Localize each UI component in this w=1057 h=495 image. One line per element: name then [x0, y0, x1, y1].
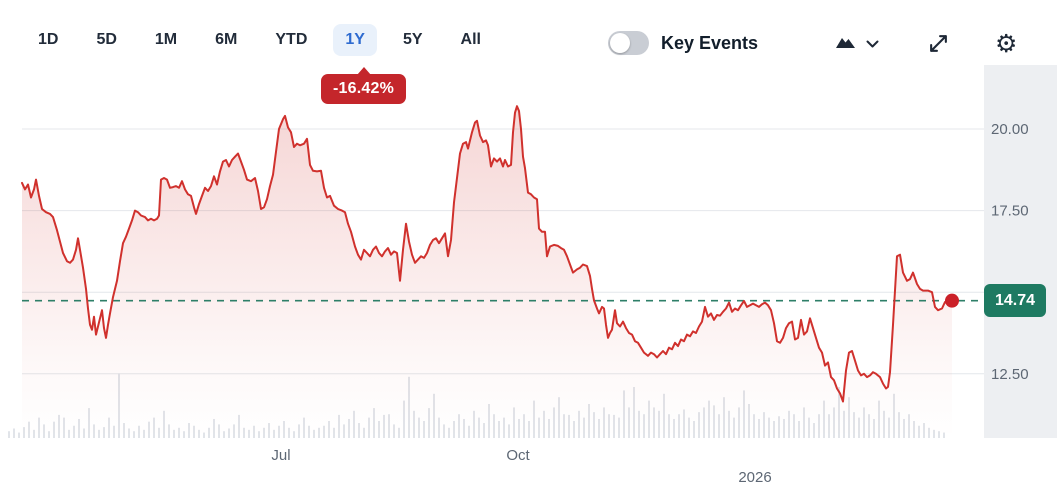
- y-axis-label: 20.00: [991, 121, 1029, 138]
- chevron-down-icon: [866, 40, 879, 48]
- expand-icon: [930, 35, 947, 52]
- settings-button[interactable]: ⚙: [995, 31, 1017, 56]
- expand-button[interactable]: [928, 33, 949, 54]
- mountain-chart-icon: [836, 38, 855, 48]
- tab-5y[interactable]: 5Y: [391, 24, 435, 56]
- tab-all[interactable]: All: [449, 24, 493, 56]
- volume-bar: [13, 428, 15, 438]
- key-events-label: Key Events: [661, 33, 759, 53]
- price-area-fill: [22, 106, 952, 438]
- gear-icon: ⚙: [995, 29, 1018, 58]
- x-axis-label: Oct: [506, 447, 530, 464]
- y-axis-panel: [984, 65, 1057, 438]
- x-axis-label: 2026: [738, 469, 771, 486]
- current-price-badge: 14.74: [984, 284, 1046, 317]
- price-line: [21, 105, 953, 403]
- tab-5d[interactable]: 5D: [84, 24, 128, 56]
- last-price-dot: [945, 293, 959, 308]
- toggle-knob: [610, 33, 630, 53]
- volume-bar: [8, 431, 10, 438]
- y-axis-label: 17.50: [991, 203, 1029, 220]
- tab-ytd[interactable]: YTD: [263, 24, 319, 56]
- volume-bar: [18, 432, 20, 438]
- tab-1y[interactable]: 1Y: [333, 24, 377, 56]
- tab-1d[interactable]: 1D: [26, 24, 70, 56]
- key-events-toggle[interactable]: [608, 31, 649, 55]
- chart-type-dropdown[interactable]: [866, 40, 879, 49]
- chart-type-button[interactable]: [835, 34, 857, 50]
- tab-1m[interactable]: 1M: [143, 24, 189, 56]
- change-badge: -16.42%: [321, 67, 406, 104]
- range-tabs: 1D 5D 1M 6M YTD 1Y 5Y All: [26, 24, 493, 56]
- x-axis-label: Jul: [271, 447, 290, 464]
- y-axis-label: 12.50: [991, 366, 1029, 383]
- tab-6m[interactable]: 6M: [203, 24, 249, 56]
